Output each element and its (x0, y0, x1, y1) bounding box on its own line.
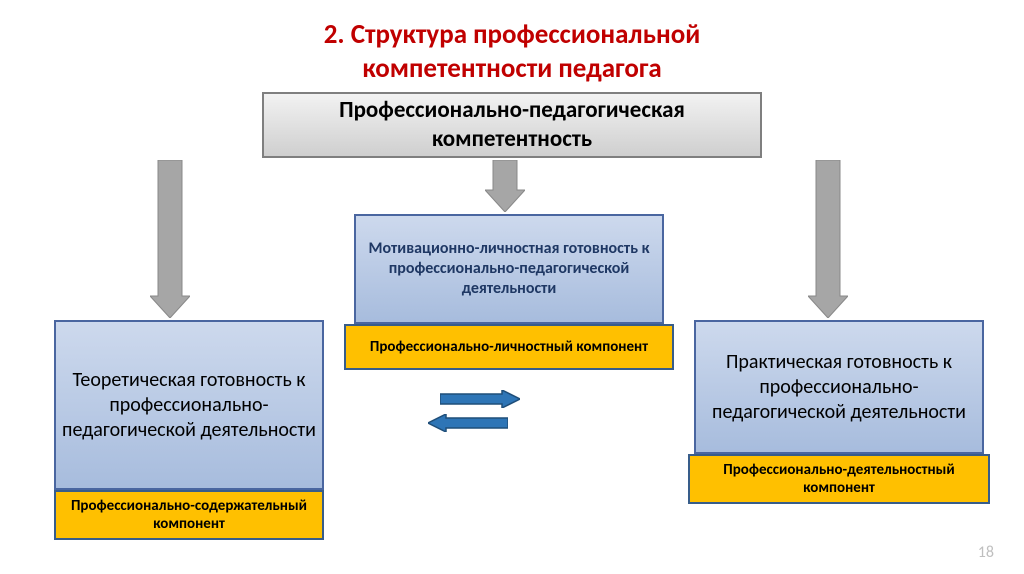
node-right-yellow: Профессионально-деятельностный компонент (688, 454, 990, 504)
node-center-blue-text: Мотивационно-личностная готовность к про… (362, 239, 656, 299)
slide-number-text: 18 (978, 543, 994, 562)
root-node-text: Профессионально-педагогическая компетент… (270, 96, 754, 154)
node-right-blue: Практическая готовность к профессиональн… (694, 320, 984, 454)
node-right-yellow-text: Профессионально-деятельностный компонент (694, 461, 984, 497)
slide-title: 2. Структура профессиональной компетентн… (0, 0, 1024, 86)
arrow-down-left (150, 160, 190, 318)
node-center-blue: Мотивационно-личностная готовность к про… (354, 214, 664, 324)
swap-arrow-left (428, 414, 508, 432)
slide-title-text: 2. Структура профессиональной компетентн… (232, 18, 792, 86)
swap-arrow-right (440, 390, 520, 408)
root-node: Профессионально-педагогическая компетент… (262, 92, 762, 158)
node-left-yellow-text: Профессионально-содержательный компонент (60, 497, 318, 533)
arrow-down-center (485, 160, 525, 212)
arrow-down-right (808, 160, 848, 318)
node-left-blue: Теоретическая готовность к профессиональ… (54, 320, 324, 490)
node-left-blue-text: Теоретическая готовность к профессиональ… (62, 368, 316, 443)
node-center-yellow: Профессионально-личностный компонент (344, 324, 674, 370)
slide-number: 18 (978, 543, 994, 562)
node-left-yellow: Профессионально-содержательный компонент (54, 490, 324, 540)
node-right-blue-text: Практическая готовность к профессиональн… (702, 350, 976, 425)
node-center-yellow-text: Профессионально-личностный компонент (370, 338, 648, 356)
